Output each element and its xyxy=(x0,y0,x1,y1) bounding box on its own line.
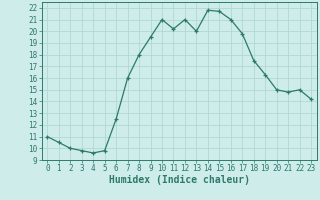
X-axis label: Humidex (Indice chaleur): Humidex (Indice chaleur) xyxy=(109,175,250,185)
